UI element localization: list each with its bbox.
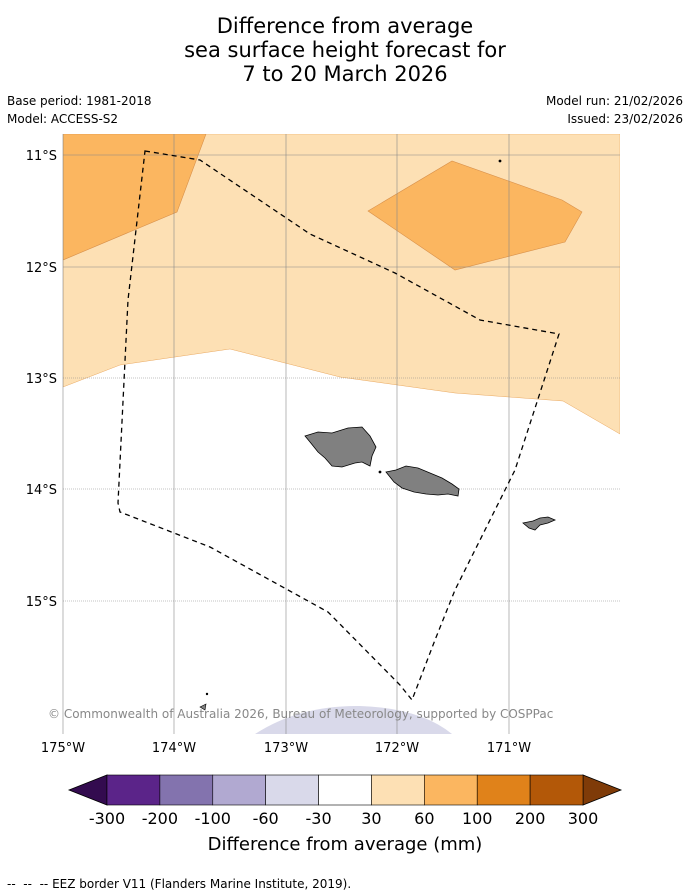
- colorbar-tick-label: -100: [195, 809, 231, 828]
- lat-label-15s: 15°S: [26, 595, 57, 610]
- colorbar-tick-label: 30: [361, 809, 381, 828]
- islet: [205, 692, 209, 696]
- lat-label-14s: 14°S: [26, 483, 57, 498]
- colorbar-segment: [424, 774, 478, 806]
- colorbar-segment: [476, 774, 531, 806]
- map-plot-area: [63, 134, 620, 734]
- model-name: Model: ACCESS-S2: [7, 112, 119, 126]
- colorbar-tick-label: -60: [253, 809, 279, 828]
- colorbar-segment: [529, 774, 584, 806]
- base-period: Base period: 1981-2018: [7, 94, 152, 108]
- colorbar-segment: [106, 774, 161, 806]
- model-run: Model run: 21/02/2026: [545, 94, 683, 108]
- map-figure: © Commonwealth of Australia 2026, Bureau…: [26, 134, 623, 855]
- colorbar-tick-label: -300: [89, 809, 125, 828]
- lon-label-172w: 172°W: [375, 741, 419, 756]
- colorbar-over-arrow: [582, 774, 623, 806]
- tutuila-island: [522, 516, 557, 531]
- colorbar-segment: [212, 774, 266, 806]
- colorbar-tick-label: 60: [414, 809, 434, 828]
- colorbar-tick-label: 300: [568, 809, 599, 828]
- islet: [199, 703, 207, 711]
- colorbar-segment: [159, 774, 214, 806]
- islet: [378, 470, 382, 474]
- contour-60-100-northeast: [367, 160, 583, 271]
- legend-footer: -- -- -- EEZ border V11 (Flanders Marine…: [7, 877, 351, 891]
- colorbar-label: Difference from average (mm): [208, 834, 483, 855]
- eez-legend-symbol: -- -- --: [7, 877, 49, 891]
- contour-60-100-northwest: [63, 134, 207, 261]
- savaii-island: [304, 426, 377, 468]
- lon-label-175w: 175°W: [41, 741, 85, 756]
- lat-label-11s: 11°S: [26, 149, 57, 164]
- lon-label-171w: 171°W: [487, 741, 531, 756]
- chart-title: Difference from average sea surface heig…: [0, 14, 690, 86]
- contour-neg30-neg60: [255, 705, 452, 734]
- eez-legend-text: EEZ border V11 (Flanders Marine Institut…: [52, 877, 352, 891]
- eez-border: [117, 150, 560, 702]
- issued-date: Issued: 23/02/2026: [567, 112, 683, 126]
- lat-label-12s: 12°S: [26, 261, 57, 276]
- graticule: [62, 134, 620, 734]
- colorbar-tick-label: 100: [462, 809, 493, 828]
- colorbar-tick-label: -30: [305, 809, 331, 828]
- title-line-1: Difference from average: [216, 14, 474, 38]
- colorbar-tick-label: 200: [515, 809, 546, 828]
- colorbar-under-arrow: [67, 774, 108, 806]
- copyright-text: © Commonwealth of Australia 2026, Bureau…: [48, 707, 553, 721]
- lon-label-174w: 174°W: [152, 741, 196, 756]
- colorbar-tick-label: -200: [142, 809, 178, 828]
- islet: [498, 159, 502, 163]
- title-line-3: 7 to 20 March 2026: [242, 62, 448, 86]
- colorbar-segment: [371, 774, 425, 806]
- title-line-2: sea surface height forecast for: [184, 38, 506, 62]
- lat-label-13s: 13°S: [26, 372, 57, 387]
- upolu-island: [385, 465, 460, 497]
- colorbar-segment: [318, 774, 372, 806]
- colorbar-segment: [265, 774, 319, 806]
- colorbar: -300 -200 -100 -60 -30 30 60 100 200 300: [67, 774, 623, 828]
- lon-label-173w: 173°W: [264, 741, 308, 756]
